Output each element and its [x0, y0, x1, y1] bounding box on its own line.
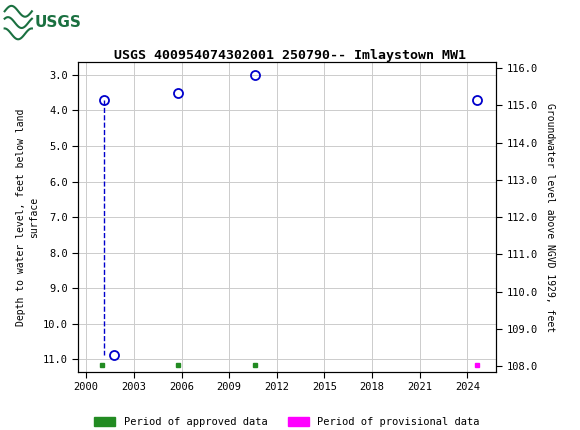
Y-axis label: Depth to water level, feet below land
surface: Depth to water level, feet below land su… — [16, 108, 39, 326]
Text: USGS: USGS — [35, 15, 81, 30]
FancyBboxPatch shape — [2, 3, 86, 43]
Y-axis label: Groundwater level above NGVD 1929, feet: Groundwater level above NGVD 1929, feet — [545, 103, 554, 332]
Text: USGS 400954074302001 250790-- Imlaystown MW1: USGS 400954074302001 250790-- Imlaystown… — [114, 49, 466, 61]
Legend: Period of approved data, Period of provisional data: Period of approved data, Period of provi… — [95, 417, 480, 427]
